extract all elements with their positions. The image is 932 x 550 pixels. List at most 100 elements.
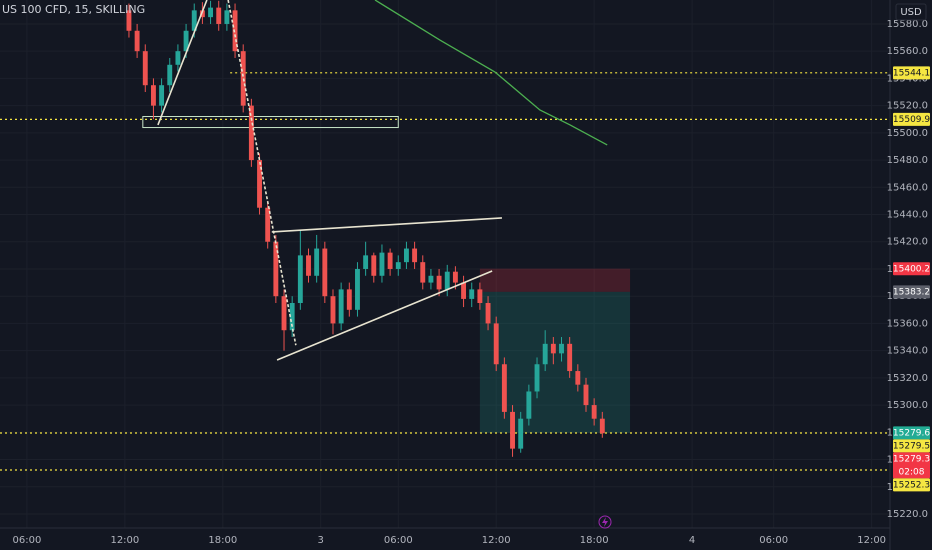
price-tag-label: 15509.9 — [893, 115, 930, 125]
price-tag — [893, 66, 930, 80]
candle-body — [322, 248, 328, 297]
candle-body — [591, 405, 597, 419]
candle-body — [159, 85, 165, 106]
candle-body — [477, 289, 483, 303]
y-tick-label: 15460.0 — [887, 182, 928, 193]
zone — [479, 268, 631, 292]
x-tick-label: 06:00 — [384, 535, 413, 546]
candle-body — [330, 296, 336, 324]
price-tag — [893, 478, 930, 492]
countdown: 02:08 — [899, 467, 925, 477]
candle-body — [542, 343, 548, 365]
candle-body — [248, 105, 254, 161]
y-tick-label: 15360.0 — [887, 318, 928, 329]
candle-body — [452, 271, 458, 283]
candle-body — [314, 248, 320, 276]
candle-body — [355, 268, 360, 310]
x-tick-label: 06:00 — [759, 535, 788, 546]
price-tag-label: 15279.5 — [893, 442, 930, 452]
candle-body — [216, 7, 222, 24]
candle-body — [583, 384, 589, 406]
price-tag-label: 15383.2 — [893, 288, 930, 298]
y-tick-label: 15560.0 — [887, 46, 928, 57]
y-tick-label: 15580.0 — [887, 19, 928, 30]
candle-body — [183, 30, 189, 52]
x-tick-label: 12:00 — [110, 535, 139, 546]
candle-body — [134, 30, 140, 52]
x-tick-label: 12:00 — [857, 535, 886, 546]
candle-body — [232, 10, 238, 52]
x-tick-label: 18:00 — [580, 535, 609, 546]
price-tag-label: 15400.2 — [893, 264, 930, 274]
candle-body — [289, 302, 295, 331]
y-tick-label: 15500.0 — [887, 128, 928, 139]
candle-body — [240, 51, 246, 106]
y-tick-label: 15520.0 — [887, 101, 928, 112]
candle-body — [224, 10, 230, 24]
currency-button[interactable] — [895, 3, 927, 21]
trend-line — [227, 0, 297, 346]
x-tick-label: 06:00 — [13, 535, 42, 546]
candle-body — [599, 418, 605, 434]
trend-line — [157, 0, 208, 126]
candle-body — [461, 282, 467, 299]
x-tick-label: 18:00 — [208, 535, 237, 546]
candle-body — [575, 371, 581, 385]
candle-body — [428, 275, 434, 283]
moving-average — [374, 0, 608, 146]
y-tick-label: 15300.0 — [887, 400, 928, 411]
y-tick-label: 15480.0 — [887, 155, 928, 166]
candle-body — [363, 255, 369, 269]
candle-body — [510, 411, 515, 449]
candle-body — [518, 418, 524, 449]
price-tag-label: 15252.3 — [893, 481, 930, 491]
price-tag-label: 15279.3 — [893, 455, 930, 465]
candle-body — [297, 255, 303, 303]
event-icon[interactable] — [598, 515, 612, 529]
y-tick-label: 15320.0 — [887, 373, 928, 384]
x-tick-label: 3 — [318, 535, 324, 546]
candle-body — [444, 271, 450, 290]
y-tick-label: 15220.0 — [887, 509, 928, 520]
event-icon-bolt — [602, 517, 608, 527]
trend-line — [271, 217, 502, 233]
candle-body — [420, 262, 426, 283]
currency[interactable]: USD — [900, 7, 922, 18]
candle-body — [281, 296, 287, 331]
candle-body — [567, 343, 573, 372]
candle-body — [559, 343, 564, 354]
candle-body — [403, 248, 409, 263]
price-tag — [893, 426, 930, 440]
candle-body — [371, 255, 377, 276]
candle-body — [167, 64, 173, 86]
candle-body — [436, 275, 442, 290]
chart-title: US 100 CFD, 15, SKILLING — [2, 3, 145, 16]
candle-body — [379, 252, 385, 276]
candle-body — [485, 302, 491, 324]
candle-body — [175, 51, 181, 65]
candle-body — [469, 289, 475, 299]
candle-body — [142, 51, 148, 86]
price-tag — [893, 439, 930, 453]
candle-body — [338, 289, 344, 324]
candle-body — [191, 10, 197, 31]
price-tag — [893, 452, 930, 479]
y-tick-label: 15420.0 — [887, 237, 928, 248]
candle-body — [526, 391, 532, 419]
grid — [0, 0, 890, 528]
price-tag-label: 15544.1 — [893, 69, 930, 79]
candle-body — [150, 85, 156, 106]
candle-body — [493, 323, 499, 365]
x-tick-label: 4 — [689, 535, 695, 546]
candle-body — [126, 10, 132, 31]
price-tag — [893, 262, 930, 276]
plot-area — [0, 0, 890, 471]
candle-body — [395, 262, 401, 269]
candle-body — [257, 160, 262, 208]
candle-body — [550, 343, 556, 354]
candle-body — [501, 364, 507, 412]
y-tick-label: 15340.0 — [887, 346, 928, 357]
